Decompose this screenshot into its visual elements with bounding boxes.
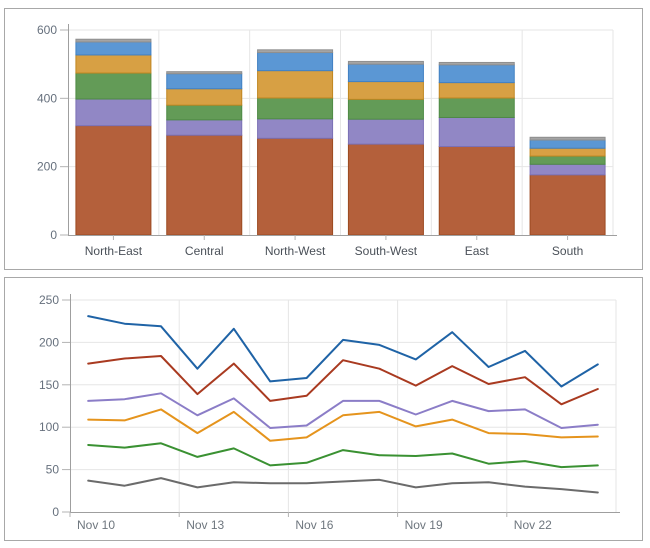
bar-segment-rust[interactable] <box>347 143 424 236</box>
x-axis-tick-label: Nov 10 <box>77 518 115 532</box>
bar-segment-gold[interactable] <box>438 82 515 99</box>
y-axis-tick-label: 200 <box>39 335 59 349</box>
y-axis-tick-label: 0 <box>52 505 59 519</box>
y-axis-tick-label: 250 <box>39 293 59 307</box>
x-axis-tick-label: Nov 22 <box>514 518 552 532</box>
x-axis-tick-label: Nov 13 <box>186 518 224 532</box>
bar-segment-gray[interactable] <box>257 49 334 54</box>
category-label: Central <box>185 244 224 258</box>
y-axis-tick-label: 150 <box>39 378 59 392</box>
bar-segment-purple[interactable] <box>529 163 606 176</box>
bar-segment-blue[interactable] <box>257 52 334 72</box>
category-label: South <box>552 244 583 258</box>
line-chart-panel: 0 50 100 150 200 250 Nov 10 Nov 13 Nov 16 Nov 19 N… <box>4 277 643 541</box>
bar-segment-gray[interactable] <box>166 71 243 75</box>
bar-segment-blue[interactable] <box>438 64 515 84</box>
category-label: North-East <box>85 244 143 258</box>
bar-segment-gray[interactable] <box>347 60 424 65</box>
bar-segment-purple[interactable] <box>347 118 424 145</box>
bar-segment-green[interactable] <box>347 98 424 120</box>
bar-segment-purple[interactable] <box>166 119 243 136</box>
bar-segment-rust[interactable] <box>529 174 606 236</box>
bar-segment-gray[interactable] <box>529 136 606 141</box>
line-series-orange[interactable] <box>87 408 599 442</box>
y-axis-tick-label: 50 <box>46 463 60 477</box>
bar-segment-gold[interactable] <box>347 81 424 100</box>
bar-segment-green[interactable] <box>166 104 243 121</box>
y-axis-tick-label: 0 <box>50 228 57 242</box>
bar-segment-green[interactable] <box>257 97 334 120</box>
stacked-bar-chart[interactable]: 0 200 400 600 North-East Central North-West Sou… <box>5 9 642 269</box>
bar-segment-blue[interactable] <box>166 73 243 90</box>
bar-segment-gold[interactable] <box>166 88 243 106</box>
x-axis-tick-label: Nov 16 <box>295 518 333 532</box>
line-series-green[interactable] <box>87 442 599 469</box>
stacked-bar-chart-panel: 0 200 400 600 North-East Central North-West Sou… <box>4 8 643 270</box>
bar-segment-green[interactable] <box>75 72 152 100</box>
y-axis-tick-label: 600 <box>37 23 57 37</box>
category-label: North-West <box>265 244 326 258</box>
bar-segment-purple[interactable] <box>75 98 152 127</box>
line-series-purple[interactable] <box>87 392 599 429</box>
bar-segment-blue[interactable] <box>529 139 606 149</box>
bar-segment-gray[interactable] <box>75 38 152 43</box>
bar-segment-gold[interactable] <box>529 147 606 157</box>
bar-segment-rust[interactable] <box>75 125 152 236</box>
bar-segment-gray[interactable] <box>438 61 515 66</box>
bar-segment-blue[interactable] <box>347 63 424 83</box>
bar-segment-rust[interactable] <box>438 146 515 236</box>
bar-segment-green[interactable] <box>438 97 515 118</box>
bar-segment-rust[interactable] <box>166 134 243 236</box>
line-series-red[interactable] <box>87 355 599 406</box>
line-series-blue[interactable] <box>87 315 599 388</box>
line-series-gray[interactable] <box>87 477 599 494</box>
bar-segment-rust[interactable] <box>257 137 334 236</box>
bar-segment-green[interactable] <box>529 155 606 165</box>
bar-segment-purple[interactable] <box>257 118 334 139</box>
y-axis-tick-label: 100 <box>39 420 59 434</box>
bar-segment-gold[interactable] <box>75 54 152 74</box>
category-label: East <box>465 244 490 258</box>
bar-segment-blue[interactable] <box>75 41 152 56</box>
line-chart[interactable]: 0 50 100 150 200 250 Nov 10 Nov 13 Nov 16 Nov 19 N… <box>5 278 642 540</box>
y-axis-tick-label: 200 <box>37 160 57 174</box>
y-axis-tick-label: 400 <box>37 91 57 105</box>
bar-segment-purple[interactable] <box>438 116 515 148</box>
category-label: South-West <box>355 244 418 258</box>
x-axis-tick-label: Nov 19 <box>405 518 443 532</box>
bar-segment-gold[interactable] <box>257 70 334 99</box>
